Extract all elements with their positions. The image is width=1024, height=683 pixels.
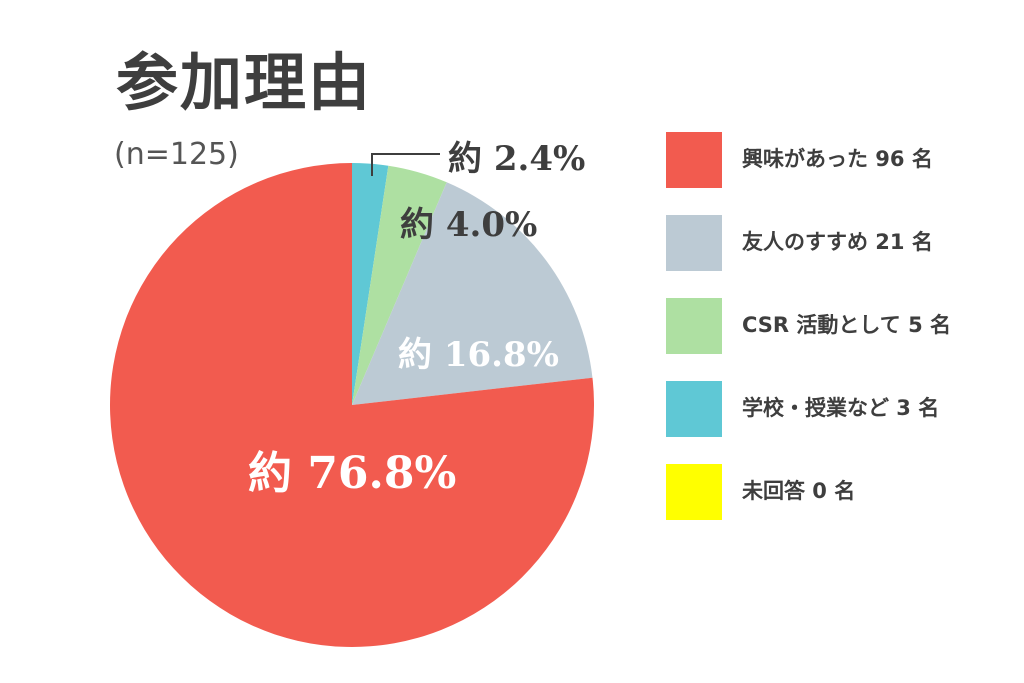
legend-label: 友人のすすめ 21 名 xyxy=(742,230,933,254)
pie-labels: 約 76.8% 約 16.8% 約 4.0% 約 2.4% xyxy=(248,139,585,499)
legend-swatch xyxy=(666,464,722,520)
pie-slice xyxy=(109,163,594,647)
legend-swatch xyxy=(666,132,722,188)
legend-swatch xyxy=(666,215,722,271)
legend-label: 学校・授業など 3 名 xyxy=(742,396,940,420)
leader-line xyxy=(371,153,440,176)
legend-label: CSR 活動として 5 名 xyxy=(742,313,952,337)
legend-item: CSR 活動として 5 名 xyxy=(666,298,996,354)
pie-slice xyxy=(352,163,389,405)
legend-label: 未回答 0 名 xyxy=(742,479,856,503)
chart-subtitle: (n=125) xyxy=(114,137,239,172)
legend-item: 友人のすすめ 21 名 xyxy=(666,215,996,271)
slice-label: 約 4.0% xyxy=(400,205,537,245)
legend-swatch xyxy=(666,298,722,354)
legend-label: 興味があった 96 名 xyxy=(742,147,933,171)
slice-label: 約 16.8% xyxy=(398,335,559,375)
legend-item: 未回答 0 名 xyxy=(666,464,996,520)
legend-item: 興味があった 96 名 xyxy=(666,132,996,188)
slice-label: 約 76.8% xyxy=(248,448,456,499)
pie-slice xyxy=(352,165,447,405)
pie-slice xyxy=(352,182,593,405)
legend-item: 学校・授業など 3 名 xyxy=(666,381,996,437)
legend: 興味があった 96 名 友人のすすめ 21 名 CSR 活動として 5 名 学校… xyxy=(666,132,996,547)
chart-title: 参加理由 xyxy=(116,46,373,119)
slice-label: 約 2.4% xyxy=(448,139,585,179)
legend-swatch xyxy=(666,381,722,437)
pie-slices xyxy=(109,163,594,647)
